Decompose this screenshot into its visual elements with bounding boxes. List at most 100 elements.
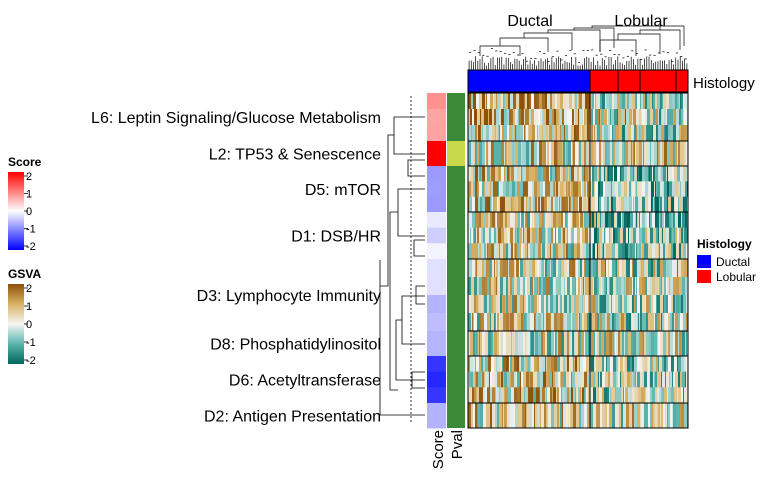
heatmap-cell [517, 181, 521, 197]
heatmap-cell [680, 313, 683, 332]
heatmap-cell [515, 181, 518, 197]
heatmap-cell [542, 259, 545, 278]
heatmap-cell [608, 212, 612, 228]
heatmap-cell [470, 331, 474, 357]
heatmap-cell [579, 109, 581, 126]
heatmap-cell [634, 295, 636, 314]
heatmap-cell [647, 356, 649, 372]
heatmap-cell [653, 196, 655, 213]
heatmap-cell [547, 243, 551, 260]
heatmap-cell [639, 227, 643, 244]
heatmap-cell [641, 243, 643, 260]
heatmap-cell [585, 166, 589, 182]
heatmap-cell [545, 259, 548, 278]
heatmap-cell [572, 371, 576, 388]
heatmap-cell [652, 125, 654, 142]
heatmap-cell [530, 212, 533, 228]
heatmap-cell [578, 93, 580, 110]
heatmap-cell [595, 181, 599, 197]
heatmap-cell [553, 125, 556, 142]
heatmap-cell [635, 166, 638, 182]
heatmap-cell [560, 181, 564, 197]
heatmap-cell [500, 93, 502, 110]
score-cell [427, 227, 446, 244]
heatmap-cell [616, 313, 620, 332]
heatmap-cell [479, 277, 483, 296]
heatmap-cell [511, 331, 513, 357]
heatmap-cell [576, 277, 579, 296]
heatmap-cell [490, 93, 494, 110]
heatmap-cell [554, 356, 558, 372]
heatmap-cell [571, 313, 573, 332]
heatmap-cell [684, 356, 687, 372]
heatmap-cell [565, 277, 568, 296]
heatmap-cell [517, 227, 520, 244]
heatmap-cell [590, 387, 594, 404]
heatmap-cell [651, 181, 654, 197]
heatmap-cell [666, 109, 668, 126]
heatmap-cell [684, 109, 688, 126]
heatmap-cell [682, 196, 684, 213]
heatmap-cell [468, 371, 470, 388]
heatmap-cell [632, 356, 635, 372]
histology-ductal-segment [468, 70, 590, 92]
heatmap-cell [663, 243, 666, 260]
heatmap-cell [521, 313, 524, 332]
heatmap-cell [525, 403, 527, 429]
heatmap-cell [624, 196, 628, 213]
heatmap-cell [497, 403, 500, 429]
heatmap-cell [513, 313, 515, 332]
heatmap-cell [598, 243, 601, 260]
heatmap-cell [493, 295, 497, 314]
heatmap-cell [512, 331, 516, 357]
heatmap-cell [675, 227, 678, 244]
heatmap-cell [571, 212, 573, 228]
heatmap-cell [478, 371, 482, 388]
heatmap-cell [525, 141, 527, 167]
heatmap-cell [581, 181, 583, 197]
heatmap-cell [515, 109, 518, 126]
heatmap-cell [677, 227, 679, 244]
heatmap-cell [496, 212, 498, 228]
heatmap-cell [479, 141, 483, 167]
heatmap-cell [678, 227, 680, 244]
heatmap-cell [490, 313, 492, 332]
heatmap-cell [675, 181, 679, 197]
heatmap-cell [475, 212, 478, 228]
heatmap-cell [506, 331, 510, 357]
heatmap-cell [494, 356, 497, 372]
heatmap-cell [668, 125, 671, 142]
heatmap-cell [617, 277, 619, 296]
heatmap-cell [632, 93, 636, 110]
heatmap-cell [536, 212, 540, 228]
heatmap-cell [525, 93, 528, 110]
heatmap-cell [556, 212, 559, 228]
heatmap-cell [502, 387, 505, 404]
heatmap-cell [556, 181, 559, 197]
heatmap-cell [596, 403, 598, 429]
heatmap-cell [664, 227, 667, 244]
heatmap-cell [682, 141, 685, 167]
heatmap-cell [622, 331, 625, 357]
heatmap-cell [468, 356, 471, 372]
heatmap-cell [534, 331, 536, 357]
heatmap-cell [609, 196, 612, 213]
heatmap-cell [517, 371, 521, 388]
heatmap-cell [561, 331, 565, 357]
heatmap-cell [500, 313, 504, 332]
heatmap-cell [546, 141, 548, 167]
heatmap-cell [484, 356, 486, 372]
heatmap-cell [606, 295, 610, 314]
legend-lobular-label: Lobular [716, 270, 756, 284]
heatmap-cell [523, 331, 526, 357]
heatmap-cell [565, 227, 568, 244]
heatmap-cell [596, 93, 598, 110]
heatmap-cell [621, 181, 625, 197]
heatmap-cell [648, 403, 651, 429]
heatmap-cell [478, 109, 481, 126]
heatmap-cell [600, 93, 603, 110]
heatmap-cell [644, 356, 648, 372]
heatmap-cell [636, 109, 640, 126]
heatmap-cell [662, 227, 664, 244]
heatmap-cell [520, 166, 522, 182]
